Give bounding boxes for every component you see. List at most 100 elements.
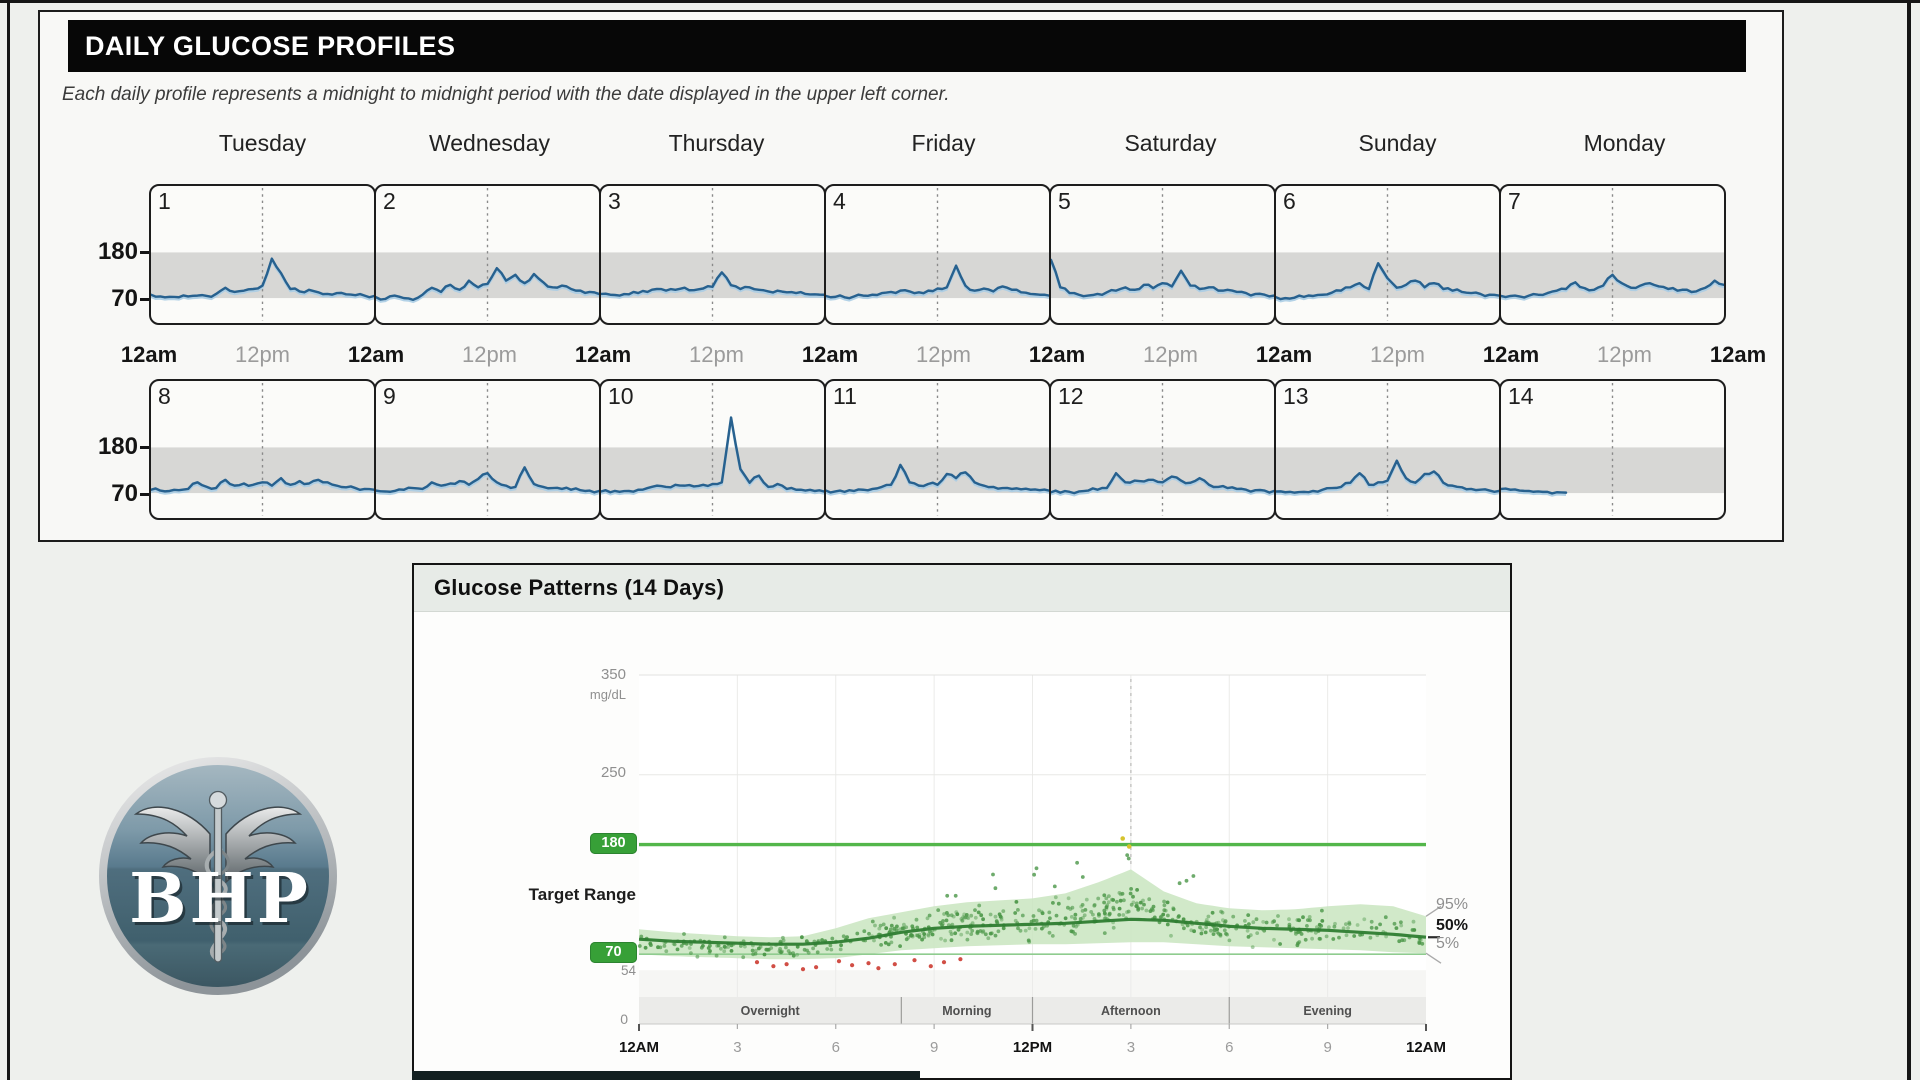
row2-ytick-180: 180 bbox=[97, 433, 138, 460]
weekday-label: Monday bbox=[1583, 130, 1666, 156]
agp-ytick-0: 0 bbox=[620, 1011, 628, 1027]
daily-charts-row-1: 1 2 3 4 5 6 7 bbox=[149, 184, 1738, 325]
logo-text-shadow: BHP bbox=[132, 862, 314, 942]
agp-x-tick: 3 bbox=[1126, 1039, 1136, 1056]
agp-x-tick: 12AM bbox=[1405, 1039, 1447, 1056]
daily-x-axis-labels: 12am 12pm 12am 12pm 12am 12pm 12am 12pm 12am 12pm… bbox=[40, 342, 1786, 372]
weekday-label: Saturday bbox=[1124, 130, 1217, 156]
day-number: 6 bbox=[1283, 188, 1296, 214]
agp-x-tick: 6 bbox=[1225, 1039, 1234, 1056]
daily-x-tick: 12am bbox=[120, 342, 178, 367]
daily-x-tick: 12pm bbox=[688, 342, 745, 367]
daily-profiles-header-bar: DAILY GLUCOSE PROFILES bbox=[68, 20, 1746, 72]
day-number: 1 bbox=[158, 188, 171, 214]
low-target-badge: 70 bbox=[590, 942, 637, 963]
period-label: Overnight bbox=[741, 1004, 801, 1018]
agp-x-tick: 9 bbox=[929, 1039, 939, 1056]
daily-x-tick: 12am bbox=[1028, 342, 1086, 367]
period-label: Morning bbox=[942, 1004, 991, 1018]
day-number: 4 bbox=[833, 188, 846, 214]
row1-ytick-70: 70 bbox=[111, 285, 138, 312]
row1-ytick-180-dash bbox=[140, 251, 149, 254]
row2-ytick-180-dash bbox=[140, 446, 149, 449]
agp-x-tick: 12AM bbox=[618, 1039, 660, 1056]
agp-ytick-250: 250 bbox=[600, 764, 626, 781]
day-number: 9 bbox=[383, 383, 396, 409]
day-number: 14 bbox=[1508, 383, 1534, 409]
frame-left bbox=[7, 0, 10, 1080]
glucose-patterns-panel: Glucose Patterns (14 Days) 350 mg/dL 250… bbox=[412, 563, 1512, 1080]
day-number: 13 bbox=[1283, 383, 1309, 409]
daily-glucose-profiles-panel: DAILY GLUCOSE PROFILES Each daily profil… bbox=[38, 10, 1784, 542]
agp-ytick-350: 350 bbox=[600, 666, 626, 683]
agp-x-tick: 3 bbox=[733, 1039, 742, 1056]
caduceus-icon bbox=[133, 790, 303, 963]
daily-x-tick: 12pm bbox=[915, 342, 972, 367]
day-cell: 10 bbox=[599, 379, 826, 520]
weekday-label: Sunday bbox=[1358, 130, 1437, 156]
row2-ytick-70-dash bbox=[140, 493, 149, 496]
agp-ytick-54: 54 bbox=[620, 963, 636, 978]
percentile-5-label: 5% bbox=[1436, 935, 1460, 952]
day-cell: 11 bbox=[824, 379, 1051, 520]
frame-top bbox=[0, 0, 1920, 3]
day-number: 11 bbox=[833, 383, 857, 409]
target-range-label: Target Range bbox=[528, 885, 636, 904]
row1-ytick-180: 180 bbox=[97, 238, 138, 265]
percentile-95-label: 95% bbox=[1436, 896, 1469, 913]
day-cell: 14 bbox=[1499, 379, 1726, 520]
daily-profiles-subtitle: Each daily profile represents a midnight… bbox=[62, 84, 950, 105]
percentile-50-label: 50% bbox=[1436, 917, 1469, 934]
patterns-title-bar: Glucose Patterns (14 Days) bbox=[414, 565, 1510, 612]
day-cell: 8 bbox=[149, 379, 376, 520]
weekday-label: Wednesday bbox=[428, 130, 551, 156]
daily-x-tick: 12pm bbox=[1142, 342, 1199, 367]
day-cell: 7 bbox=[1499, 184, 1726, 325]
daily-x-tick: 12am bbox=[1709, 342, 1767, 367]
row2-ytick-70: 70 bbox=[111, 480, 138, 507]
day-cell: 6 bbox=[1274, 184, 1501, 325]
logo-text: BHP bbox=[129, 859, 311, 939]
daily-x-tick: 12pm bbox=[461, 342, 518, 367]
agp-x-tick: 9 bbox=[1323, 1039, 1332, 1056]
daily-x-tick: 12pm bbox=[1596, 342, 1653, 367]
day-cell: 12 bbox=[1049, 379, 1276, 520]
day-number: 7 bbox=[1508, 188, 1521, 214]
daily-x-tick: 12am bbox=[801, 342, 859, 367]
day-number: 8 bbox=[158, 383, 171, 409]
agp-chart: Overnight Morning Afternoon Evening bbox=[637, 674, 1442, 1031]
daily-x-tick: 12am bbox=[1482, 342, 1540, 367]
daily-x-tick: 12pm bbox=[234, 342, 291, 367]
day-cell: 2 bbox=[374, 184, 601, 325]
day-number: 2 bbox=[383, 188, 396, 214]
daily-charts-row-2: 8 9 10 11 12 13 14 bbox=[149, 379, 1738, 520]
day-number: 12 bbox=[1058, 383, 1084, 409]
weekday-label: Thursday bbox=[668, 130, 765, 156]
next-section-edge bbox=[412, 1071, 920, 1080]
daily-x-tick: 12am bbox=[574, 342, 632, 367]
day-number: 5 bbox=[1058, 188, 1071, 214]
agp-unit-label: mg/dL bbox=[589, 687, 626, 702]
day-cell: 3 bbox=[599, 184, 826, 325]
row1-ytick-70-dash bbox=[140, 298, 149, 301]
agp-x-tick: 12PM bbox=[1012, 1039, 1053, 1056]
day-number: 10 bbox=[608, 383, 634, 409]
day-cell: 4 bbox=[824, 184, 1051, 325]
day-number: 3 bbox=[608, 188, 621, 214]
high-target-badge: 180 bbox=[590, 833, 637, 854]
day-cell: 5 bbox=[1049, 184, 1276, 325]
day-cell: 9 bbox=[374, 379, 601, 520]
daily-x-tick: 12am bbox=[347, 342, 405, 367]
agp-x-tick: 6 bbox=[831, 1039, 840, 1056]
weekday-label: Tuesday bbox=[218, 130, 307, 156]
period-label: Evening bbox=[1303, 1004, 1352, 1018]
patterns-title: Glucose Patterns (14 Days) bbox=[434, 575, 725, 600]
period-label: Afternoon bbox=[1101, 1004, 1161, 1018]
daily-x-tick: 12am bbox=[1255, 342, 1313, 367]
day-cell: 1 bbox=[149, 184, 376, 325]
bhp-logo: BHP BHP bbox=[99, 757, 337, 995]
frame-right bbox=[1907, 0, 1911, 1080]
day-cell: 13 bbox=[1274, 379, 1501, 520]
daily-profiles-title: DAILY GLUCOSE PROFILES bbox=[85, 31, 456, 61]
